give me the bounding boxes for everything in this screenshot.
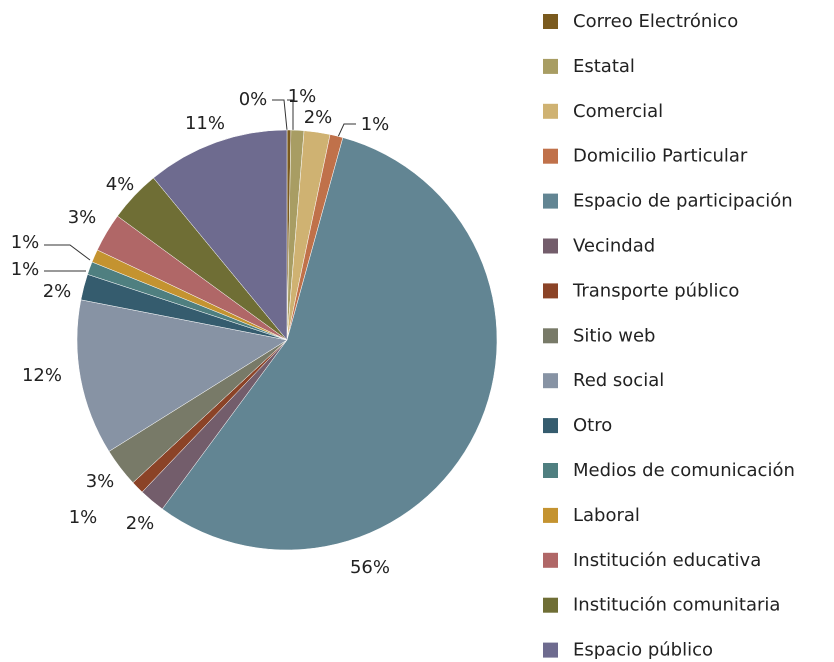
legend-label: Estatal xyxy=(573,56,635,77)
data-label: 1% xyxy=(288,86,317,107)
pie-slice xyxy=(76,299,288,452)
legend-swatch xyxy=(543,193,558,209)
data-label: 2% xyxy=(126,513,155,534)
legend-swatch xyxy=(543,418,558,434)
data-label: 1% xyxy=(11,259,40,280)
data-label: 1% xyxy=(361,114,390,135)
pie-slice xyxy=(161,137,498,551)
legend-swatch xyxy=(543,238,558,254)
legend-swatch xyxy=(543,552,558,568)
data-label: 2% xyxy=(304,107,333,128)
data-label: 12% xyxy=(22,365,62,386)
legend-swatch xyxy=(543,642,558,658)
leader-line xyxy=(272,99,288,131)
legend-swatch xyxy=(543,283,558,299)
leader-line xyxy=(44,244,91,261)
data-label: 1% xyxy=(69,507,98,528)
data-label: 2% xyxy=(43,281,72,302)
pie-slice xyxy=(153,129,288,341)
data-label: 0% xyxy=(239,89,268,110)
legend-label: Institución comunitaria xyxy=(573,595,780,616)
legend-label: Comercial xyxy=(573,101,663,122)
leaders xyxy=(44,99,356,272)
legend-swatch xyxy=(543,507,558,523)
legend-swatch xyxy=(543,148,558,164)
data-label: 56% xyxy=(350,557,390,578)
legend-label: Espacio de participación xyxy=(573,191,793,212)
legend-swatch xyxy=(543,463,558,478)
legend-label: Correo Electrónico xyxy=(573,11,738,32)
leader-line xyxy=(287,99,294,130)
legend-label: Red social xyxy=(573,370,664,391)
legend-label: Vecindad xyxy=(573,236,655,257)
legend-label: Sitio web xyxy=(573,325,655,346)
legend-swatch xyxy=(543,328,558,344)
legend-label: Otro xyxy=(573,415,612,436)
data-label: 3% xyxy=(86,471,115,492)
legend-swatch xyxy=(543,58,558,74)
legend-label: Laboral xyxy=(573,505,640,526)
data-label: 4% xyxy=(106,174,135,195)
legend-label: Transporte público xyxy=(572,280,739,301)
legend-swatch xyxy=(543,103,558,119)
data-label: 3% xyxy=(68,207,97,228)
data-label: 11% xyxy=(185,113,225,134)
legend-swatch xyxy=(543,14,558,29)
legend-swatch xyxy=(543,597,558,613)
legend-label: Institución educativa xyxy=(573,550,761,571)
legend-label: Medios de comunicación xyxy=(573,460,795,481)
legend-label: Domicilio Particular xyxy=(573,146,748,167)
leader-line xyxy=(337,123,356,138)
data-label: 1% xyxy=(11,232,40,253)
legend-label: Espacio público xyxy=(573,640,713,661)
legend-swatch xyxy=(543,373,558,389)
